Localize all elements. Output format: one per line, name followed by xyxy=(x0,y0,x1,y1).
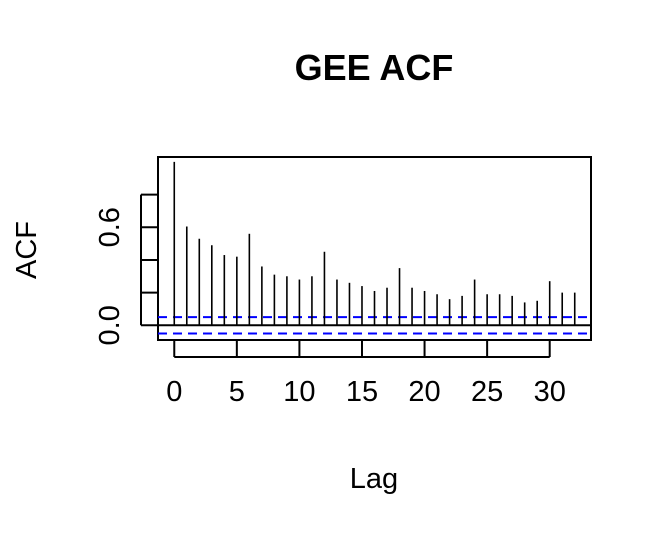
plot-area: 0.0 0.6 0 5 10 15 20 25 30 xyxy=(94,156,592,408)
x-tick-label: 0 xyxy=(166,376,182,408)
x-axis-label: Lag xyxy=(350,463,398,495)
y-tick-label: 0.0 xyxy=(94,305,126,345)
x-tick-label: 25 xyxy=(471,376,503,408)
x-tick-label: 30 xyxy=(534,376,566,408)
x-tick-label: 5 xyxy=(229,376,245,408)
x-tick-label: 20 xyxy=(408,376,440,408)
chart-title: GEE ACF xyxy=(295,47,454,88)
y-axis-label: ACF xyxy=(11,221,43,279)
plot-frame xyxy=(157,156,592,341)
x-tick-label: 15 xyxy=(346,376,378,408)
x-tick-label: 10 xyxy=(283,376,315,408)
y-tick-label: 0.6 xyxy=(94,207,126,247)
